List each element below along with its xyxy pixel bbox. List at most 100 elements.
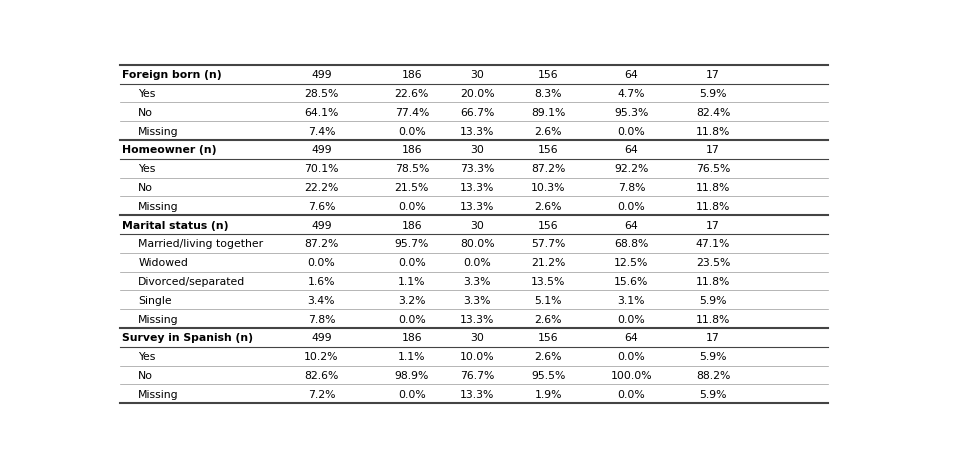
Text: 0.0%: 0.0% — [398, 202, 426, 211]
Text: 30: 30 — [470, 333, 484, 342]
Text: 0.0%: 0.0% — [398, 389, 426, 399]
Text: 499: 499 — [311, 70, 332, 80]
Text: Divorced/separated: Divorced/separated — [138, 276, 245, 286]
Text: 0.0%: 0.0% — [617, 126, 645, 136]
Text: 95.7%: 95.7% — [394, 239, 429, 249]
Text: Yes: Yes — [138, 351, 156, 361]
Text: Missing: Missing — [138, 389, 179, 399]
Text: 499: 499 — [311, 145, 332, 155]
Text: 7.4%: 7.4% — [307, 126, 335, 136]
Text: 30: 30 — [470, 220, 484, 230]
Text: 10.2%: 10.2% — [304, 351, 339, 361]
Text: Single: Single — [138, 295, 172, 305]
Text: 13.3%: 13.3% — [460, 314, 495, 324]
Text: 2.6%: 2.6% — [535, 314, 562, 324]
Text: 11.8%: 11.8% — [696, 126, 730, 136]
Text: 87.2%: 87.2% — [304, 239, 339, 249]
Text: Yes: Yes — [138, 89, 156, 99]
Text: 21.5%: 21.5% — [394, 183, 429, 193]
Text: 70.1%: 70.1% — [304, 164, 339, 174]
Text: 73.3%: 73.3% — [460, 164, 495, 174]
Text: 82.4%: 82.4% — [696, 107, 730, 118]
Text: 156: 156 — [538, 333, 559, 342]
Text: 21.2%: 21.2% — [531, 257, 566, 268]
Text: 13.5%: 13.5% — [531, 276, 566, 286]
Text: 11.8%: 11.8% — [696, 276, 730, 286]
Text: 156: 156 — [538, 145, 559, 155]
Text: 1.6%: 1.6% — [307, 276, 335, 286]
Text: 7.2%: 7.2% — [307, 389, 335, 399]
Text: 4.7%: 4.7% — [617, 89, 645, 99]
Text: 17: 17 — [706, 70, 720, 80]
Text: 2.6%: 2.6% — [535, 202, 562, 211]
Text: 17: 17 — [706, 220, 720, 230]
Text: 186: 186 — [402, 70, 422, 80]
Text: 5.1%: 5.1% — [535, 295, 562, 305]
Text: 64: 64 — [625, 70, 638, 80]
Text: 87.2%: 87.2% — [531, 164, 566, 174]
Text: Widowed: Widowed — [138, 257, 188, 268]
Text: 13.3%: 13.3% — [460, 389, 495, 399]
Text: 11.8%: 11.8% — [696, 314, 730, 324]
Text: Yes: Yes — [138, 164, 156, 174]
Text: 8.3%: 8.3% — [535, 89, 562, 99]
Text: 76.5%: 76.5% — [696, 164, 730, 174]
Text: No: No — [138, 370, 153, 380]
Text: 95.3%: 95.3% — [614, 107, 649, 118]
Text: 88.2%: 88.2% — [696, 370, 730, 380]
Text: Missing: Missing — [138, 314, 179, 324]
Text: 0.0%: 0.0% — [617, 389, 645, 399]
Text: 30: 30 — [470, 70, 484, 80]
Text: 0.0%: 0.0% — [398, 314, 426, 324]
Text: 11.8%: 11.8% — [696, 183, 730, 193]
Text: 2.6%: 2.6% — [535, 126, 562, 136]
Text: 15.6%: 15.6% — [614, 276, 649, 286]
Text: 77.4%: 77.4% — [394, 107, 429, 118]
Text: 20.0%: 20.0% — [459, 89, 495, 99]
Text: 3.2%: 3.2% — [398, 295, 426, 305]
Text: 186: 186 — [402, 333, 422, 342]
Text: 499: 499 — [311, 333, 332, 342]
Text: 68.8%: 68.8% — [614, 239, 649, 249]
Text: 64: 64 — [625, 220, 638, 230]
Text: 10.0%: 10.0% — [459, 351, 495, 361]
Text: 7.8%: 7.8% — [307, 314, 335, 324]
Text: Foreign born (n): Foreign born (n) — [122, 70, 221, 80]
Text: 82.6%: 82.6% — [304, 370, 339, 380]
Text: 23.5%: 23.5% — [696, 257, 730, 268]
Text: 12.5%: 12.5% — [614, 257, 649, 268]
Text: 76.7%: 76.7% — [460, 370, 495, 380]
Text: 0.0%: 0.0% — [463, 257, 491, 268]
Text: 22.2%: 22.2% — [304, 183, 339, 193]
Text: 5.9%: 5.9% — [700, 295, 726, 305]
Text: 64: 64 — [625, 333, 638, 342]
Text: 13.3%: 13.3% — [460, 183, 495, 193]
Text: 11.8%: 11.8% — [696, 202, 730, 211]
Text: 95.5%: 95.5% — [531, 370, 566, 380]
Text: 3.3%: 3.3% — [463, 276, 491, 286]
Text: 5.9%: 5.9% — [700, 89, 726, 99]
Text: 89.1%: 89.1% — [531, 107, 566, 118]
Text: 156: 156 — [538, 220, 559, 230]
Text: 64: 64 — [625, 145, 638, 155]
Text: 1.1%: 1.1% — [398, 351, 426, 361]
Text: 28.5%: 28.5% — [304, 89, 339, 99]
Text: 3.3%: 3.3% — [463, 295, 491, 305]
Text: 499: 499 — [311, 220, 332, 230]
Text: 22.6%: 22.6% — [394, 89, 429, 99]
Text: Married/living together: Married/living together — [138, 239, 263, 249]
Text: 13.3%: 13.3% — [460, 126, 495, 136]
Text: 7.6%: 7.6% — [307, 202, 335, 211]
Text: 0.0%: 0.0% — [617, 351, 645, 361]
Text: 0.0%: 0.0% — [307, 257, 335, 268]
Text: Homeowner (n): Homeowner (n) — [122, 145, 216, 155]
Text: 66.7%: 66.7% — [460, 107, 495, 118]
Text: 57.7%: 57.7% — [531, 239, 566, 249]
Text: 80.0%: 80.0% — [459, 239, 495, 249]
Text: 0.0%: 0.0% — [617, 202, 645, 211]
Text: 64.1%: 64.1% — [304, 107, 339, 118]
Text: 5.9%: 5.9% — [700, 389, 726, 399]
Text: 92.2%: 92.2% — [614, 164, 649, 174]
Text: 0.0%: 0.0% — [398, 257, 426, 268]
Text: 186: 186 — [402, 220, 422, 230]
